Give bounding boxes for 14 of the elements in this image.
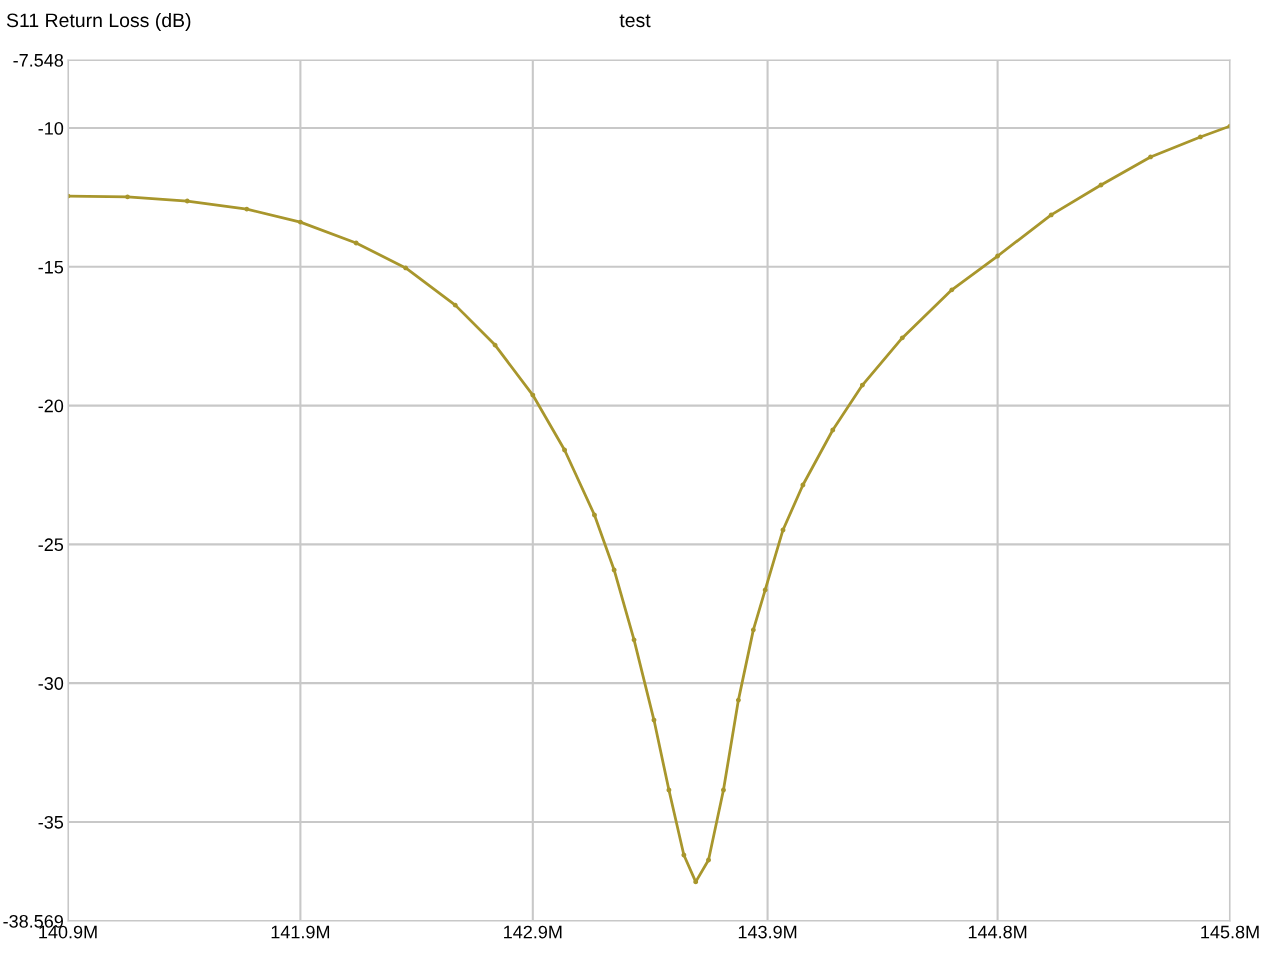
chart-title: test	[619, 14, 651, 28]
x-tick-label: 145.8M	[1201, 925, 1259, 939]
y-tick-label: -35	[38, 815, 64, 829]
y-tick-label: -30	[38, 677, 64, 690]
y-tick-label: -10	[38, 121, 64, 135]
x-tick-label: 141.9M	[271, 925, 330, 939]
y-axis-title: S11 Return Loss (dB)	[6, 12, 191, 32]
x-tick-label: 143.9M	[738, 925, 797, 939]
y-tick-label: -7.548	[13, 53, 64, 67]
y-tick-label: -25	[38, 538, 64, 552]
x-tick-label: 142.9M	[504, 925, 562, 939]
x-tick-label: 144.8M	[968, 925, 1027, 939]
y-tick-label: -20	[38, 399, 64, 413]
y-tick-label: -15	[38, 260, 64, 274]
